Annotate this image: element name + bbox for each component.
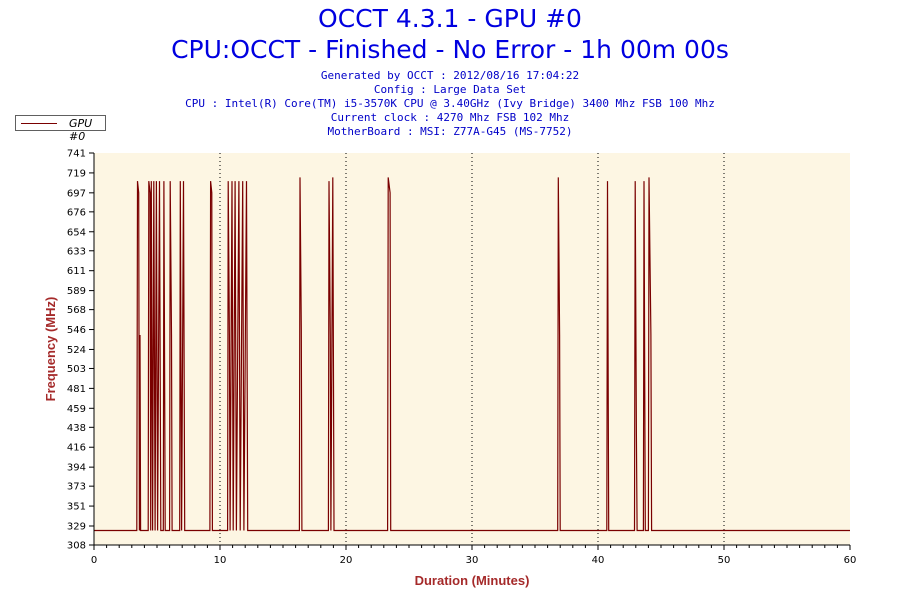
- x-tick-label: 50: [718, 555, 731, 566]
- y-tick-label: 697: [67, 188, 86, 199]
- x-axis-label: Duration (Minutes): [415, 573, 530, 588]
- x-tick-label: 20: [340, 555, 353, 566]
- y-tick-label: 438: [67, 423, 86, 434]
- y-axis-ticks: 308 329 351 373 394 416 438 459 481 503 524 546 568 5…: [67, 149, 94, 552]
- chart-title: OCCT 4.3.1 - GPU #0: [318, 4, 582, 33]
- y-tick-label: 503: [67, 364, 86, 375]
- info-cpu: CPU : Intel(R) Core(TM) i5-3570K CPU @ 3…: [185, 97, 715, 110]
- y-tick-label: 611: [67, 266, 86, 277]
- x-tick-label: 40: [592, 555, 605, 566]
- x-tick-label: 30: [466, 555, 479, 566]
- chart-legend: GPU #0: [15, 115, 106, 143]
- y-tick-label: 481: [67, 384, 86, 395]
- y-tick-label: 416: [67, 443, 86, 454]
- info-config: Config : Large Data Set: [373, 83, 527, 96]
- y-tick-label: 351: [67, 502, 86, 513]
- series-line-gpu0: [94, 177, 850, 532]
- x-tick-label: 60: [844, 555, 857, 566]
- y-tick-label: 308: [67, 541, 86, 552]
- y-tick-label: 524: [67, 345, 86, 356]
- x-axis-ticks: 0 10 20 30 40 50 60: [91, 545, 857, 566]
- y-axis-label: Frequency (MHz): [43, 297, 58, 402]
- info-current-clock: Current clock : 4270 Mhz FSB 102 Mhz: [330, 111, 570, 124]
- y-tick-label: 741: [67, 149, 86, 160]
- x-tick-label: 10: [214, 555, 227, 566]
- y-tick-label: 373: [67, 482, 86, 493]
- y-tick-label: 546: [67, 325, 86, 336]
- y-tick-label: 394: [67, 463, 86, 474]
- legend-swatch: [21, 123, 57, 124]
- y-tick-label: 676: [67, 207, 86, 218]
- x-tick-label: 0: [91, 555, 97, 566]
- y-tick-label: 568: [67, 305, 86, 316]
- y-tick-label: 459: [67, 404, 86, 415]
- y-tick-label: 589: [67, 286, 86, 297]
- legend-label: GPU #0: [69, 117, 93, 143]
- chart-subtitle: CPU:OCCT - Finished - No Error - 1h 00m …: [171, 35, 729, 64]
- y-tick-label: 633: [67, 246, 86, 257]
- y-tick-label: 654: [67, 227, 86, 238]
- info-motherboard: MotherBoard : MSI: Z77A-G45 (MS-7752): [327, 125, 573, 138]
- grid-lines: [219, 153, 725, 545]
- info-generated: Generated by OCCT : 2012/08/16 17:04:22: [320, 69, 580, 82]
- y-tick-label: 329: [67, 521, 86, 532]
- y-tick-label: 719: [67, 168, 86, 179]
